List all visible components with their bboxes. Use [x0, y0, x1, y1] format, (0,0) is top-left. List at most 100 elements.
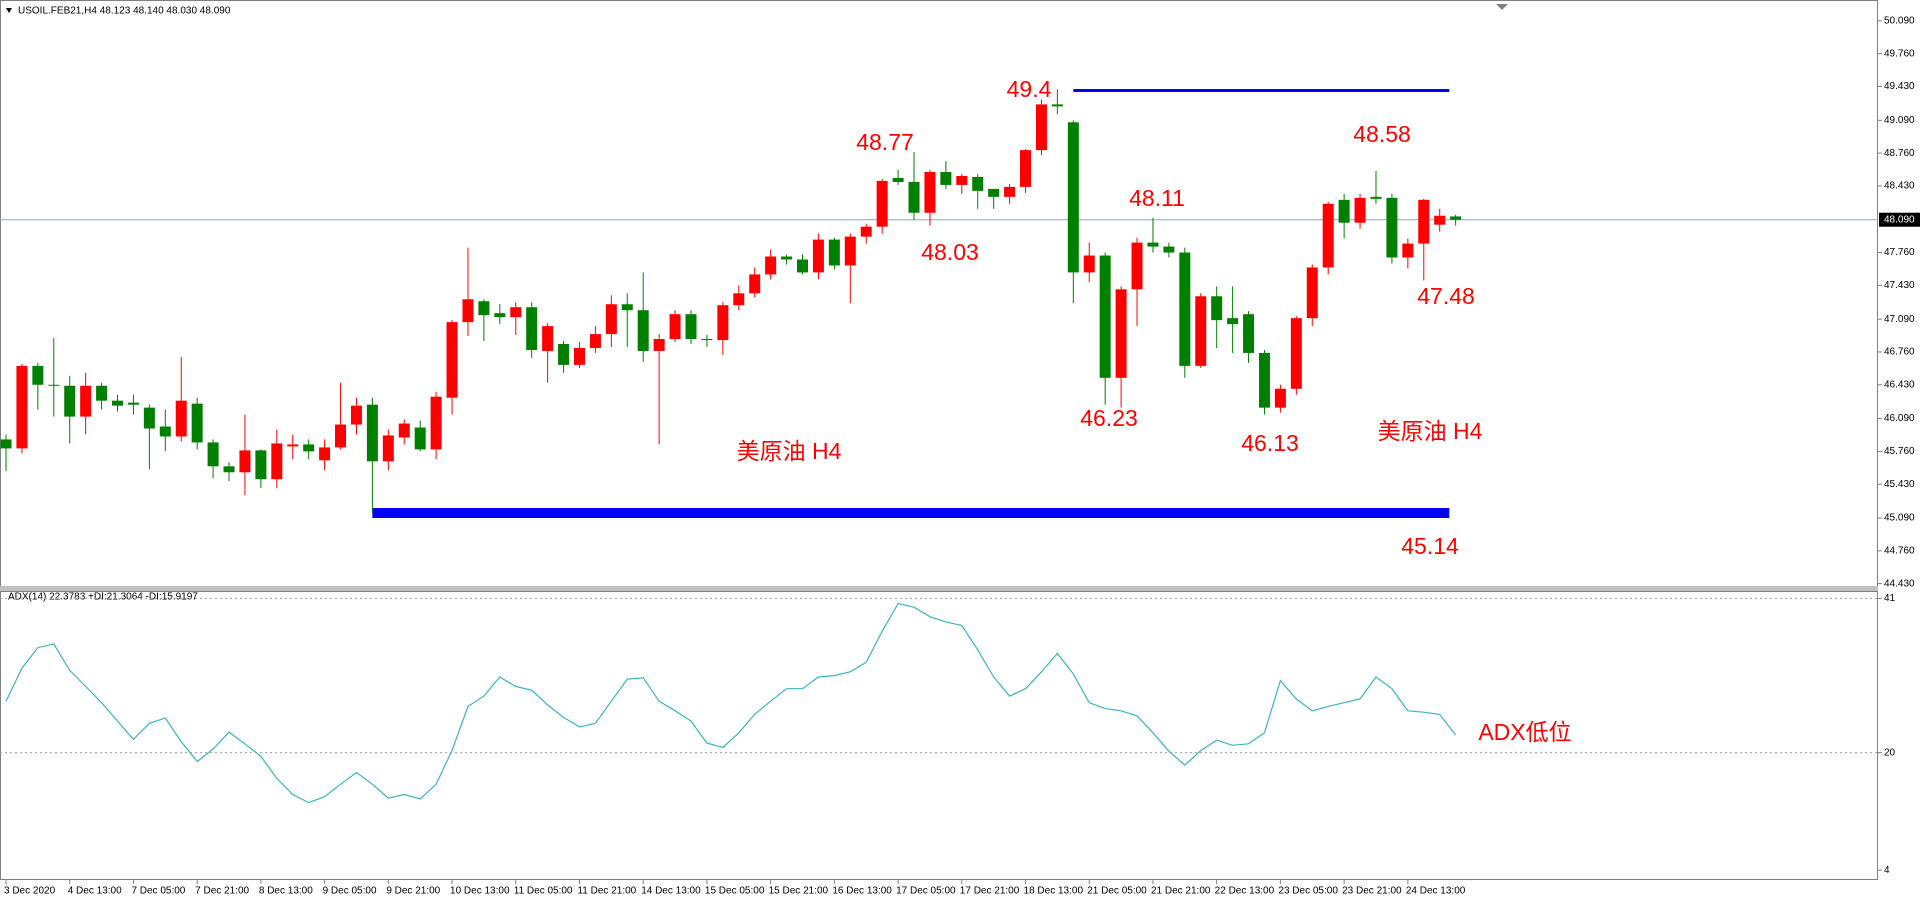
- x-tick-label: 17 Dec 05:00: [896, 886, 956, 897]
- y-tick-label: 46.760: [1884, 347, 1915, 358]
- x-tick-label: 11 Dec 05:00: [514, 886, 573, 897]
- annotation: 48.03: [921, 239, 979, 265]
- x-tick-label: 21 Dec 05:00: [1087, 886, 1147, 897]
- candle-body: [159, 426, 171, 437]
- x-tick-label: 23 Dec 05:00: [1278, 886, 1338, 897]
- candle-body: [653, 339, 665, 351]
- x-tick-label: 23 Dec 21:00: [1342, 886, 1402, 897]
- last-price-label: 48.090: [1884, 214, 1915, 225]
- shift-marker: [1496, 4, 1508, 10]
- candle-body: [908, 181, 920, 213]
- candle-body: [844, 236, 856, 266]
- annotation: 46.13: [1241, 430, 1299, 456]
- candle-body: [1051, 104, 1063, 107]
- x-tick-label: 17 Dec 21:00: [960, 886, 1020, 897]
- candle-body: [765, 256, 777, 275]
- last-price-box: [1879, 212, 1920, 227]
- candle-body: [812, 239, 824, 273]
- candle-body: [573, 347, 585, 365]
- annotation: 47.48: [1417, 283, 1475, 309]
- candle-body: [510, 307, 522, 318]
- candle-body: [542, 326, 554, 351]
- x-tick-label: 15 Dec 21:00: [769, 886, 829, 897]
- adx-line: [5, 602, 1457, 804]
- y-tick-label: 47.760: [1884, 247, 1915, 258]
- candle-body: [701, 339, 713, 341]
- candle-body: [462, 299, 474, 323]
- candle-body: [669, 314, 681, 340]
- candle-body: [1370, 196, 1382, 199]
- candle-body: [717, 305, 729, 341]
- candle-body: [733, 293, 745, 306]
- y-tick-label: 45.430: [1884, 479, 1915, 490]
- menu-arrow: [6, 8, 12, 13]
- x-tick-label: 9 Dec 05:00: [323, 886, 377, 897]
- candle-body: [685, 314, 697, 340]
- candle-body: [1386, 197, 1398, 258]
- candle-body: [876, 180, 888, 227]
- annotation: 美原油 H4: [1378, 418, 1483, 444]
- y-tick-label: 49.760: [1884, 48, 1915, 59]
- x-tick-label: 7 Dec 05:00: [131, 886, 185, 897]
- candle-body: [1227, 318, 1239, 325]
- y-tick-label: 47.430: [1884, 280, 1915, 291]
- candle-body: [558, 344, 570, 365]
- annotation: ADX低位: [1478, 719, 1571, 745]
- candle-body: [80, 385, 92, 417]
- candle-body: [48, 384, 60, 386]
- x-tick-label: 3 Dec 2020: [4, 886, 56, 897]
- annotation: 48.11: [1129, 185, 1185, 211]
- annotation: 48.77: [856, 129, 914, 155]
- annotation: 48.58: [1353, 121, 1411, 147]
- candle-body: [271, 443, 283, 480]
- candle-body: [940, 172, 952, 185]
- candle-body: [335, 424, 347, 448]
- candle-body: [1083, 255, 1095, 273]
- pane-separator: [0, 586, 1878, 591]
- y-tick-label: 50.090: [1884, 16, 1915, 27]
- chart-title: USOIL.FEB21,H4 48.123 48.140 48.030 48.0…: [18, 6, 231, 17]
- candle-body: [223, 466, 235, 473]
- candle-body: [1402, 243, 1414, 258]
- x-tick-label: 8 Dec 13:00: [259, 886, 313, 897]
- x-tick-label: 24 Dec 13:00: [1406, 886, 1466, 897]
- candle-body: [414, 427, 426, 450]
- candle-body: [1004, 186, 1016, 197]
- candle-body: [1067, 122, 1079, 273]
- candle-body: [1338, 199, 1350, 223]
- candle-body: [175, 400, 187, 437]
- candle-body: [112, 400, 124, 406]
- candle-body: [64, 385, 76, 417]
- candle-body: [1195, 296, 1207, 366]
- candle-body: [1258, 352, 1270, 408]
- candle-body: [366, 404, 378, 462]
- candle-body: [1147, 242, 1159, 247]
- x-tick-label: 14 Dec 13:00: [641, 886, 701, 897]
- candle-body: [924, 172, 936, 213]
- x-tick-label: 16 Dec 13:00: [832, 886, 892, 897]
- candle-body: [207, 442, 219, 467]
- candle-body: [1322, 203, 1334, 268]
- y-tick-label: 46.090: [1884, 413, 1915, 424]
- y-tick-label: 45.090: [1884, 513, 1915, 524]
- candle-body: [1211, 296, 1223, 321]
- y-tick-label: 49.430: [1884, 81, 1915, 92]
- x-tick-label: 7 Dec 21:00: [195, 886, 249, 897]
- annotation: 美原油 H4: [737, 438, 842, 464]
- candle-body: [605, 304, 617, 335]
- candle-body: [1274, 388, 1286, 408]
- candle-body: [1035, 104, 1047, 151]
- candle-body: [303, 444, 315, 452]
- candle-body: [1115, 289, 1127, 378]
- x-tick-label: 22 Dec 13:00: [1215, 886, 1275, 897]
- candle-body: [1418, 199, 1430, 244]
- annotation: 46.23: [1080, 405, 1138, 431]
- candle-body: [127, 402, 139, 405]
- candle-body: [526, 307, 538, 350]
- annotation: 49.4: [1007, 76, 1052, 102]
- candle-body: [956, 175, 968, 185]
- y-tick-label: 41: [1884, 593, 1896, 604]
- candle-body: [287, 444, 299, 447]
- candle-body: [1354, 197, 1366, 223]
